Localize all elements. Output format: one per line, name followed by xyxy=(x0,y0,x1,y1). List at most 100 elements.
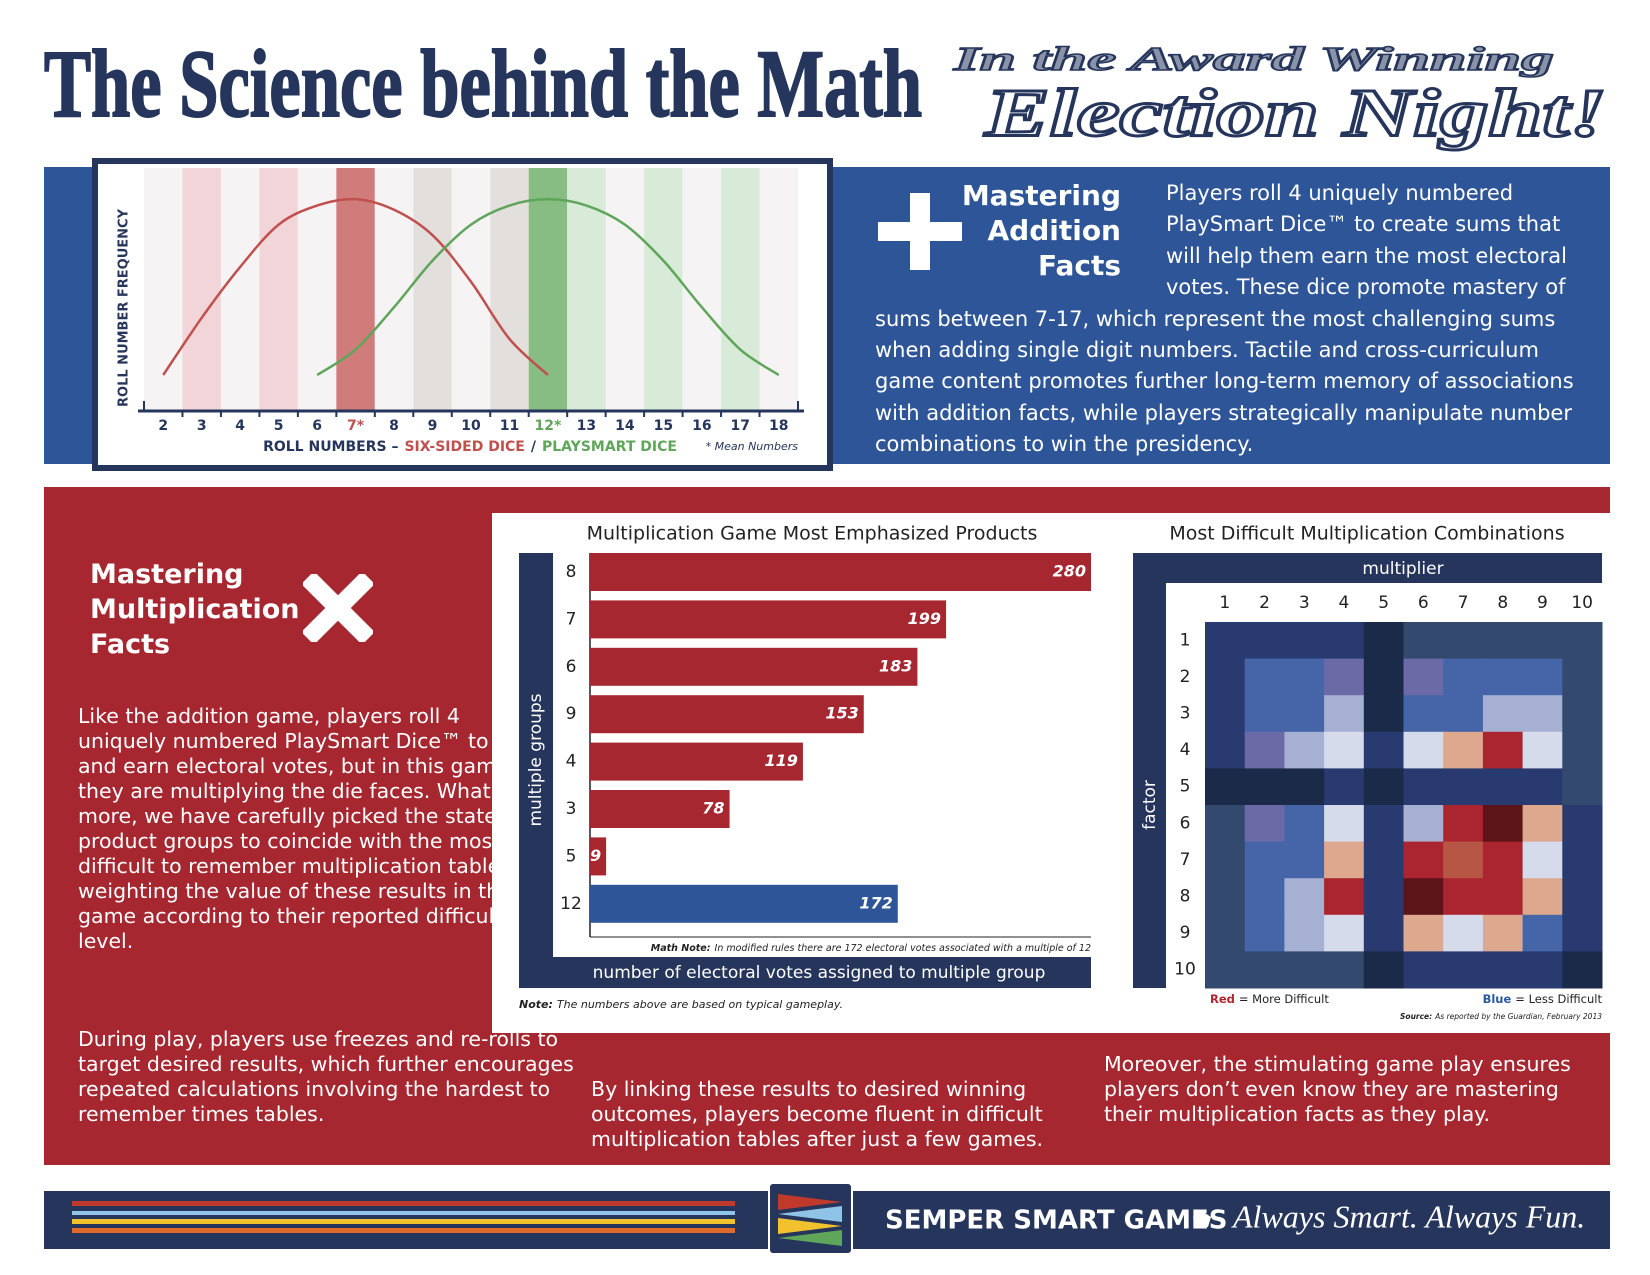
heat-cell xyxy=(1324,951,1365,989)
heat-cell xyxy=(1244,658,1285,696)
heat-cell xyxy=(1324,658,1365,696)
heat-cell xyxy=(1403,658,1444,696)
heat-cell xyxy=(1403,841,1444,879)
x-axis-title: ROLL NUMBERS – SIX-SIDED DICE / PLAYSMART D… xyxy=(263,439,677,455)
heat-cell xyxy=(1562,695,1603,733)
heat-cell xyxy=(1522,841,1563,879)
heat-cell xyxy=(1562,768,1603,806)
heat-cell xyxy=(1244,878,1285,916)
heat-cell xyxy=(1403,914,1444,952)
heat-cell xyxy=(1522,658,1563,696)
heat-cell xyxy=(1244,951,1285,989)
x-tick-label: 14 xyxy=(615,418,635,434)
heat-cell xyxy=(1443,731,1484,769)
paragraph: During play, players use freezes and re-… xyxy=(78,1027,574,1126)
heat-cell xyxy=(1284,768,1325,806)
source-label: Source: xyxy=(1400,1012,1432,1021)
heat-cell xyxy=(1284,658,1325,696)
heat-cell xyxy=(1443,951,1484,989)
brand: SEMPER SMART GAMES xyxy=(885,1206,1227,1236)
heat-cell xyxy=(1363,731,1404,769)
heat-cell xyxy=(1363,658,1404,696)
heat-cell xyxy=(1403,805,1444,843)
x-tick-label: 10 xyxy=(1571,593,1593,613)
addition-heading-box: Mastering Addition Facts xyxy=(875,178,1166,300)
heat-cell xyxy=(1205,951,1246,989)
legend-label: Blue xyxy=(1483,992,1512,1006)
x-axis-title: number of electoral votes assigned to mu… xyxy=(593,963,1046,983)
heading-line: Facts xyxy=(1037,249,1121,282)
x-axis-band xyxy=(519,957,1091,988)
heat-cell xyxy=(1244,768,1285,806)
heading-line: Facts xyxy=(90,629,171,660)
heat-cell xyxy=(1403,768,1444,806)
heat-cell xyxy=(1522,805,1563,843)
heat-cell xyxy=(1205,878,1246,916)
y-axis-title: multiple groups xyxy=(526,693,546,826)
heat-cell xyxy=(1205,805,1246,843)
source-text: As reported by the Guardian, February 20… xyxy=(1434,1012,1602,1021)
heat-cell xyxy=(1205,658,1246,696)
x-tick-label: 1 xyxy=(1219,593,1230,613)
paragraph: Like the addition game, players roll 4 u… xyxy=(78,704,524,953)
tagline: In the Award Winning xyxy=(952,41,1554,78)
main-title: The Science behind the Math xyxy=(44,30,922,137)
x-tick-label: 12* xyxy=(535,418,562,434)
heat-cell xyxy=(1244,731,1285,769)
heat-cell xyxy=(1205,622,1246,660)
source: Source: As reported by the Guardian, Febr… xyxy=(1400,1012,1602,1021)
y-tick-label: 4 xyxy=(1180,740,1191,760)
note-label: Math Note: xyxy=(651,943,711,954)
x-tick-label: 6 xyxy=(312,418,322,434)
heat-cell xyxy=(1482,914,1524,952)
bar xyxy=(590,790,730,828)
x-tick-label: 4 xyxy=(235,418,245,434)
heat-cell xyxy=(1522,914,1563,952)
y-tick-label: 9 xyxy=(1180,923,1191,943)
bar-chart: Multiplication Game Most Emphasized Prod… xyxy=(519,523,1091,1011)
footer: SEMPER SMART GAMES Always Smart. Always … xyxy=(44,1182,1610,1255)
x-tick-label: 16 xyxy=(692,418,711,434)
y-axis-title: ROLL NUMBER FREQUENCY xyxy=(117,208,132,407)
heat-cell xyxy=(1284,841,1325,879)
heat-cell xyxy=(1284,914,1325,952)
y-axis-band xyxy=(519,553,553,988)
heat-cell xyxy=(1284,805,1325,843)
heat-cell xyxy=(1244,805,1285,843)
heat-cell xyxy=(1522,951,1563,989)
x-tick-label: 2 xyxy=(158,418,168,434)
note: * Mean Numbers xyxy=(706,440,799,453)
heat-cell xyxy=(1562,622,1603,660)
heat-cell xyxy=(1562,841,1603,879)
value-label: 9 xyxy=(590,846,601,865)
column-stripe xyxy=(759,168,798,411)
heat-cell xyxy=(1522,622,1563,660)
legend-entry: Red = More Difficult xyxy=(1210,992,1329,1006)
heat-cell xyxy=(1443,914,1484,952)
paragraph: By linking these results to desired winn… xyxy=(591,1077,1044,1151)
heat-cell xyxy=(1284,622,1325,660)
x-axis-title: multiplier xyxy=(1362,559,1443,579)
addition-chart: 2 3 4 5 6 7* 8 9 10 11 12* 13 14 15 16 17 18 ROLL NUMBERS… xyxy=(117,168,804,455)
heat-cell xyxy=(1363,951,1404,989)
bar xyxy=(590,695,864,734)
heat-cell xyxy=(1363,805,1404,843)
heat-cell xyxy=(1562,731,1603,769)
x-tick-label: 3 xyxy=(197,418,207,434)
series-line xyxy=(162,197,549,376)
heat-cell xyxy=(1443,658,1484,696)
y-tick-label: 2 xyxy=(1180,667,1191,687)
x-tick-label: 17 xyxy=(731,418,750,434)
y-tick-label: 6 xyxy=(566,657,577,677)
value-label: 78 xyxy=(702,799,724,818)
heat-cell xyxy=(1403,731,1444,769)
column-stripe xyxy=(644,168,683,411)
heat-cell xyxy=(1324,622,1365,660)
bar xyxy=(590,837,607,876)
value-label: 280 xyxy=(1053,562,1086,581)
heat-cell xyxy=(1522,695,1563,733)
y-tick-label: 9 xyxy=(566,704,577,724)
heat-cell xyxy=(1363,878,1404,916)
column-stripe xyxy=(336,168,375,411)
heading-line: Multiplication xyxy=(90,594,300,625)
